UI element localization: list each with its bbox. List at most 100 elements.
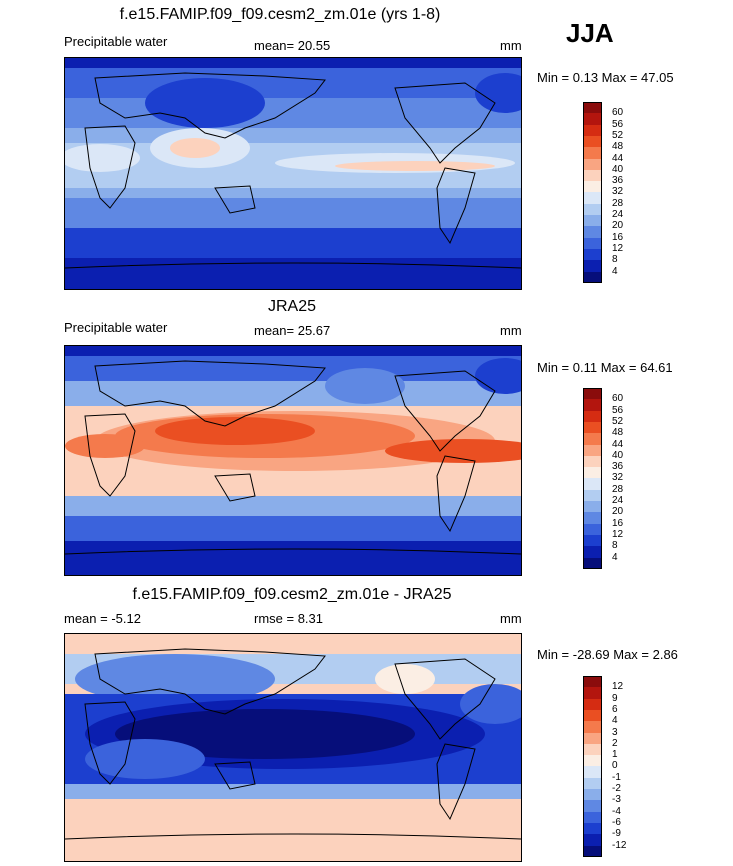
colorbar-segment xyxy=(583,226,602,239)
panel3-title: f.e15.FAMIP.f09_f09.cesm2_zm.01e - JRA25 xyxy=(132,586,452,603)
colorbar-segment xyxy=(583,489,602,502)
colorbar-tick-label: 12 xyxy=(612,681,624,693)
colorbar-segment xyxy=(583,399,602,412)
colorbar-segment xyxy=(583,676,602,688)
colorbar-tick-label: -4 xyxy=(612,805,621,817)
colorbar-segment xyxy=(583,102,602,114)
colorbar-tick-label: -12 xyxy=(612,839,627,851)
colorbar-segment xyxy=(583,777,602,790)
panel2-map xyxy=(64,345,522,576)
colorbar-segment xyxy=(583,834,602,846)
colorbar-tick-label: 8 xyxy=(612,254,618,266)
colorbar-tick-label: 8 xyxy=(612,540,618,552)
colorbar-segment xyxy=(583,169,602,182)
panel1-colorbar: 60 56 52 48 44 40 36 32 28 24 20 16 12 8 4 xyxy=(583,102,643,284)
colorbar-tick-label: 16 xyxy=(612,517,624,529)
colorbar-segment xyxy=(583,203,602,216)
colorbar-tick-label: 20 xyxy=(612,506,624,518)
panel2-units: mm xyxy=(500,323,522,338)
colorbar-tick-label: 24 xyxy=(612,209,624,220)
colorbar-tick-label: 28 xyxy=(612,483,624,495)
colorbar-segment xyxy=(583,113,602,126)
colorbar-tick-label: 28 xyxy=(612,197,624,209)
panel2-title: JRA25 xyxy=(267,298,317,315)
panel3-map xyxy=(64,633,522,862)
season-label: JJA xyxy=(566,18,614,48)
panel3-mean-label: mean = -5.12 xyxy=(64,611,141,626)
panel3-units: mm xyxy=(500,611,522,626)
panel3-map-canvas xyxy=(65,634,521,861)
colorbar-segment xyxy=(583,845,602,858)
colorbar-tick-label: 36 xyxy=(612,175,624,187)
colorbar-tick-label: 16 xyxy=(612,231,624,243)
colorbar-segment xyxy=(583,421,602,434)
colorbar-segment xyxy=(583,455,602,468)
panel2-minmax: Min = 0.11 Max = 64.61 xyxy=(537,360,673,375)
colorbar-segment xyxy=(583,501,602,513)
colorbar-tick-label: 60 xyxy=(612,107,624,119)
colorbar-tick-label: -1 xyxy=(612,771,621,783)
colorbar-tick-label: 44 xyxy=(612,152,624,164)
colorbar-segment xyxy=(583,271,602,284)
colorbar-segment xyxy=(583,800,602,813)
colorbar-tick-label: 12 xyxy=(612,528,624,540)
panel2-map-canvas xyxy=(65,346,521,575)
colorbar-tick-label: 4 xyxy=(612,715,618,727)
colorbar-segment xyxy=(583,755,602,767)
colorbar-segment xyxy=(583,534,602,547)
colorbar-tick-label: 4 xyxy=(612,265,618,277)
colorbar-tick-label: 56 xyxy=(612,118,624,130)
colorbar-tick-label: 36 xyxy=(612,461,624,473)
colorbar-tick-label: -2 xyxy=(612,783,621,794)
colorbar-tick-label: 44 xyxy=(612,438,624,450)
colorbar-tick-label: 24 xyxy=(612,495,624,506)
panel3-rmse-label: rmse = 8.31 xyxy=(254,611,324,626)
colorbar-tick-label: 2 xyxy=(612,737,618,749)
colorbar-tick-label: -3 xyxy=(612,794,621,806)
colorbar-segment xyxy=(583,523,602,536)
colorbar-segment xyxy=(583,248,602,261)
colorbar-tick-label: 40 xyxy=(612,163,624,175)
colorbar-tick-label: 4 xyxy=(612,551,618,563)
colorbar-segment xyxy=(583,721,602,733)
colorbar-tick-label: -9 xyxy=(612,828,621,840)
colorbar-segment xyxy=(583,181,602,193)
colorbar-tick-label: 40 xyxy=(612,449,624,461)
colorbar-segment xyxy=(583,192,602,205)
colorbar-segment xyxy=(583,147,602,159)
panel1-title: f.e15.FAMIP.f09_f09.cesm2_zm.01e (yrs 1-… xyxy=(119,6,441,23)
colorbar-tick-label: 52 xyxy=(612,415,624,427)
panel1-map xyxy=(64,57,522,290)
colorbar-segment xyxy=(583,766,602,779)
panel3-minmax: Min = -28.69 Max = 2.86 xyxy=(537,647,678,662)
colorbar-segment xyxy=(583,410,602,423)
colorbar-tick-label: 32 xyxy=(612,186,624,198)
colorbar-segment xyxy=(583,743,602,756)
panel1-mean-label: mean= 20.55 xyxy=(254,38,331,53)
colorbar-tick-label: 20 xyxy=(612,220,624,232)
colorbar-segment xyxy=(583,789,602,801)
colorbar-segment xyxy=(583,557,602,570)
colorbar-segment xyxy=(583,215,602,227)
colorbar-segment xyxy=(583,158,602,171)
colorbar-tick-label: 60 xyxy=(612,393,624,405)
colorbar-segment xyxy=(583,478,602,491)
colorbar-segment xyxy=(583,467,602,479)
colorbar-tick-label: 56 xyxy=(612,404,624,416)
colorbar-tick-label: 52 xyxy=(612,129,624,141)
panel2-left-label: Precipitable water xyxy=(64,320,168,335)
panel1-map-canvas xyxy=(65,58,521,289)
colorbar-tick-label: 3 xyxy=(612,726,618,738)
colorbar-tick-label: 48 xyxy=(612,141,624,153)
colorbar-segment xyxy=(583,388,602,400)
panel1-minmax: Min = 0.13 Max = 47.05 xyxy=(537,70,674,85)
colorbar-segment xyxy=(583,135,602,148)
colorbar-tick-label: 12 xyxy=(612,242,624,254)
colorbar-tick-label: 48 xyxy=(612,427,624,439)
colorbar-segment xyxy=(583,687,602,700)
colorbar-segment xyxy=(583,237,602,250)
panel3-colorbar: 12 9 6 4 3 2 1 0 -1 -2 -3 -4 -6 -9 -12 xyxy=(583,676,643,858)
colorbar-segment xyxy=(583,822,602,835)
panel1-units: mm xyxy=(500,38,522,53)
colorbar-segment xyxy=(583,698,602,711)
